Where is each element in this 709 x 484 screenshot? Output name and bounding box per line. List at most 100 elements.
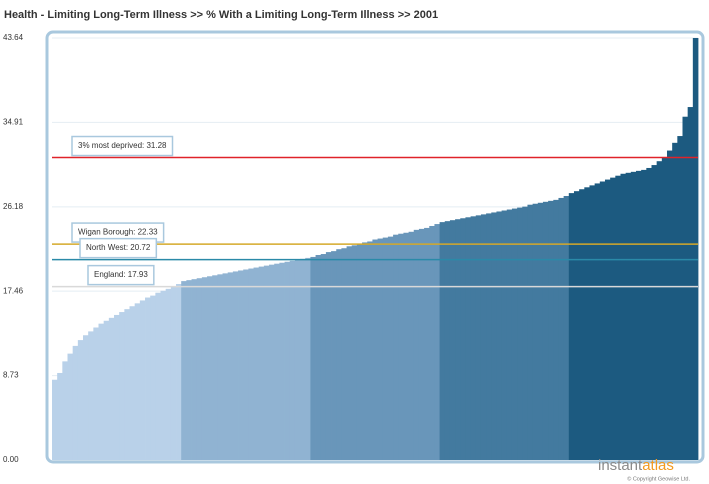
chart-title: Health - Limiting Long-Term Illness >> %…: [4, 9, 438, 21]
logo-part: instant: [598, 457, 643, 474]
reference-label: North West: 20.72: [79, 237, 158, 259]
bar: [604, 179, 611, 460]
bar: [217, 274, 223, 460]
bar: [57, 372, 63, 460]
bar: [346, 246, 353, 460]
bar: [558, 197, 565, 460]
bar: [103, 320, 110, 460]
bar: [692, 38, 699, 460]
bar: [656, 161, 663, 460]
bar: [465, 217, 472, 460]
bar: [537, 202, 544, 460]
bar: [434, 224, 440, 460]
bar: [548, 200, 554, 460]
logo-part: atlas: [642, 457, 674, 474]
y-tick-label: 8.73: [3, 371, 19, 380]
bar: [196, 278, 203, 460]
bar: [232, 271, 239, 460]
bar: [170, 286, 177, 460]
bar: [124, 309, 130, 460]
bar: [253, 267, 260, 460]
bar: [238, 270, 244, 460]
y-tick-label: 26.18: [3, 202, 24, 211]
bar: [243, 269, 249, 460]
bar: [263, 265, 270, 460]
bar: [362, 242, 368, 460]
reference-label-text: England: 17.93: [94, 270, 148, 279]
bar: [129, 306, 136, 460]
bar: [455, 219, 461, 460]
bar: [181, 281, 187, 460]
reference-label: England: 17.93: [87, 264, 155, 286]
bar: [372, 239, 378, 460]
bar: [625, 172, 632, 461]
bar: [325, 252, 332, 460]
bar: [227, 272, 234, 460]
bar: [269, 264, 275, 460]
bar: [486, 213, 492, 460]
bar: [553, 199, 559, 460]
bar: [114, 314, 120, 460]
bar: [651, 165, 658, 461]
bar: [522, 206, 528, 460]
y-tick-label: 0.00: [3, 455, 19, 464]
bar: [413, 229, 420, 460]
bar: [258, 266, 265, 460]
label-box: [87, 264, 155, 286]
bar: [284, 261, 291, 460]
bar: [630, 171, 637, 460]
bar: [424, 227, 430, 460]
bar: [444, 221, 451, 460]
bar: [393, 234, 399, 460]
bar: [610, 177, 616, 460]
bar: [93, 327, 99, 460]
bar: [594, 183, 601, 461]
bar: [72, 345, 79, 460]
reference-label-text: 3% most deprived: 31.28: [78, 141, 167, 150]
copyright: © Copyright Geowise Ltd.: [627, 475, 690, 482]
bar: [83, 335, 89, 460]
bar: [403, 232, 409, 460]
bar: [119, 312, 125, 460]
bar: [511, 208, 518, 460]
reference-label: 3% most deprived: 31.28: [71, 135, 174, 157]
bar: [635, 170, 642, 460]
reference-label-text: North West: 20.72: [86, 243, 151, 252]
bar: [356, 244, 363, 460]
bar: [584, 187, 590, 460]
bar: [517, 207, 523, 460]
bar: [470, 216, 477, 460]
logo: instantatlas © Copyright Geowise Ltd.: [598, 457, 690, 482]
bar: [300, 258, 306, 460]
bar: [186, 280, 192, 460]
bar: [615, 175, 621, 461]
bar: [687, 107, 694, 460]
bar: [305, 257, 311, 460]
bar: [294, 259, 301, 460]
bar: [480, 214, 487, 460]
bar: [310, 256, 316, 460]
bar: [341, 248, 347, 460]
label-box: [71, 135, 174, 157]
bar: [201, 277, 208, 460]
bar: [382, 237, 389, 460]
bar: [418, 228, 425, 460]
bar: [573, 191, 580, 461]
bar: [599, 181, 606, 460]
bar: [460, 218, 466, 460]
bar: [398, 233, 404, 460]
bar: [248, 268, 254, 460]
bar: [377, 238, 384, 460]
bar: [387, 236, 394, 460]
bar: [449, 220, 456, 460]
bar: [331, 251, 337, 460]
bar: [98, 323, 105, 460]
bar: [429, 225, 435, 460]
bar: [661, 157, 668, 461]
bar: [88, 331, 94, 460]
bar: [315, 254, 322, 460]
bar: [274, 263, 280, 460]
y-tick-label: 43.64: [3, 33, 24, 42]
reference-label-text: Wigan Borough: 22.33: [78, 228, 158, 237]
